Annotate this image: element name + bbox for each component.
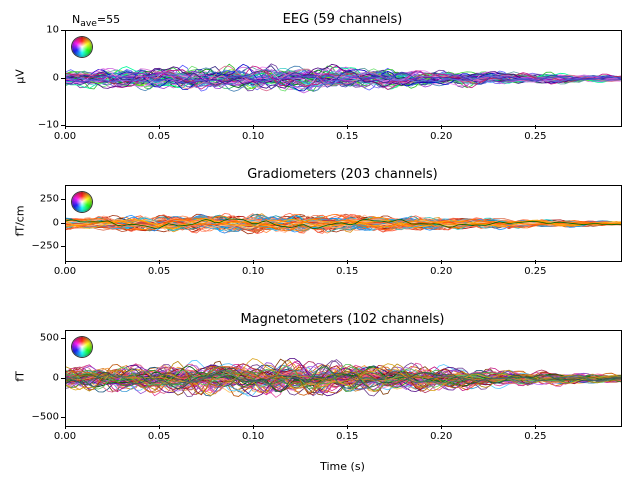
topomap-icon	[72, 37, 92, 57]
ytick-label: 0	[29, 217, 59, 228]
evoked-figure: Nave=55 EEG (59 channels)µV−100100.000.0…	[0, 0, 640, 500]
ytick-label: 0	[29, 372, 59, 383]
signal-lines	[66, 331, 621, 426]
topomap-icon	[72, 337, 92, 357]
xtick-mark	[253, 260, 254, 264]
xtick-label: 0.00	[54, 266, 76, 277]
xtick-mark	[65, 425, 66, 429]
xtick-mark	[159, 425, 160, 429]
xtick-label: 0.20	[430, 431, 452, 442]
signal-lines	[66, 186, 621, 261]
ytick-label: −250	[29, 240, 59, 251]
xtick-label: 0.15	[336, 131, 358, 142]
xtick-label: 0.10	[242, 431, 264, 442]
xtick-mark	[159, 260, 160, 264]
xtick-mark	[535, 425, 536, 429]
xtick-label: 0.05	[148, 131, 170, 142]
panel-title: Magnetometers (102 channels)	[65, 312, 620, 327]
panel-title: Gradiometers (203 channels)	[65, 167, 620, 182]
ytick-mark	[61, 30, 65, 31]
ytick-mark	[61, 199, 65, 200]
xtick-mark	[65, 125, 66, 129]
xtick-label: 0.10	[242, 131, 264, 142]
ytick-mark	[61, 417, 65, 418]
signal-lines	[66, 31, 621, 126]
xtick-mark	[441, 260, 442, 264]
xtick-mark	[253, 425, 254, 429]
xtick-label: 0.05	[148, 431, 170, 442]
ytick-mark	[61, 378, 65, 379]
xtick-mark	[159, 125, 160, 129]
topomap-icon	[72, 192, 92, 212]
xtick-mark	[535, 125, 536, 129]
xtick-mark	[347, 425, 348, 429]
ytick-mark	[61, 246, 65, 247]
panel-title: EEG (59 channels)	[65, 12, 620, 27]
xtick-mark	[347, 125, 348, 129]
ytick-mark	[61, 223, 65, 224]
ytick-label: 500	[29, 332, 59, 343]
ylabel: fT/cm	[14, 206, 27, 236]
xtick-label: 0.15	[336, 431, 358, 442]
xtick-label: 0.15	[336, 266, 358, 277]
xtick-label: 0.25	[524, 431, 546, 442]
ytick-label: 0	[29, 72, 59, 83]
xtick-label: 0.10	[242, 266, 264, 277]
ylabel: fT	[14, 361, 27, 391]
xtick-mark	[441, 425, 442, 429]
plot-area	[65, 330, 622, 427]
ylabel: µV	[14, 61, 27, 91]
xtick-mark	[65, 260, 66, 264]
ytick-label: 10	[29, 25, 59, 36]
xtick-mark	[441, 125, 442, 129]
xtick-label: 0.00	[54, 431, 76, 442]
xtick-label: 0.20	[430, 131, 452, 142]
xtick-label: 0.25	[524, 266, 546, 277]
plot-area	[65, 185, 622, 262]
ytick-label: −500	[29, 412, 59, 423]
ytick-mark	[61, 78, 65, 79]
xtick-mark	[535, 260, 536, 264]
xtick-mark	[347, 260, 348, 264]
xlabel-time: Time (s)	[65, 460, 620, 473]
xtick-label: 0.20	[430, 266, 452, 277]
xtick-label: 0.05	[148, 266, 170, 277]
xtick-mark	[253, 125, 254, 129]
plot-area	[65, 30, 622, 127]
ytick-mark	[61, 338, 65, 339]
xtick-label: 0.25	[524, 131, 546, 142]
xtick-label: 0.00	[54, 131, 76, 142]
ytick-label: 250	[29, 194, 59, 205]
ytick-label: −10	[29, 120, 59, 131]
